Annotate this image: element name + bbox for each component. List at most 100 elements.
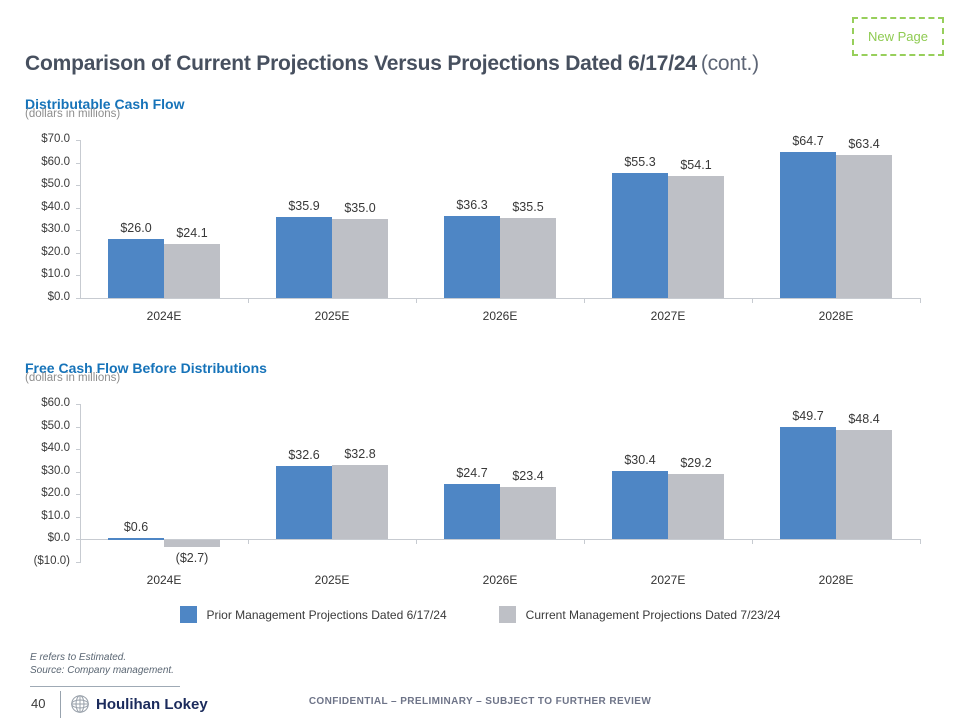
y-tick-label: $0.0 bbox=[47, 291, 70, 303]
bar bbox=[836, 154, 892, 298]
bar-chart-free-cash-flow: $60.0 $50.0 $40.0 $30.0 $20.0 $10.0 $0.0 ($10.0… bbox=[25, 397, 925, 598]
y-tick-label: $60.0 bbox=[41, 155, 70, 168]
bar-value-label: $63.4 bbox=[848, 136, 880, 151]
y-tick-label: $30.0 bbox=[41, 464, 70, 477]
chart-title-distributable-cash-flow: Distributable Cash Flow bbox=[25, 95, 185, 112]
bar bbox=[164, 243, 220, 298]
x-axis-tick bbox=[920, 539, 921, 545]
x-axis-tick bbox=[584, 539, 585, 545]
y-tick-label: $20.0 bbox=[41, 245, 70, 258]
y-tick-mark bbox=[76, 539, 81, 541]
bar-value-label: $48.4 bbox=[848, 412, 880, 427]
footnote-estimated: E refers to Estimated. bbox=[30, 652, 127, 663]
y-tick-label: $10.0 bbox=[41, 268, 70, 281]
bar bbox=[836, 430, 892, 540]
bar bbox=[612, 173, 668, 298]
y-tick-label: $40.0 bbox=[41, 442, 70, 455]
brand-name: Houlihan Lokey bbox=[96, 695, 208, 713]
y-tick-mark bbox=[76, 275, 81, 277]
bar bbox=[332, 219, 388, 298]
chart-title-free-cash-flow: Free Cash Flow Before Distributions bbox=[25, 359, 267, 376]
bar-value-label: $30.4 bbox=[624, 452, 656, 467]
bar-value-label: $49.7 bbox=[792, 409, 824, 424]
y-tick-label: ($10.0) bbox=[33, 555, 70, 567]
new-page-badge: New Page bbox=[852, 17, 944, 56]
legend-item-prior: Prior Management Projections Dated 6/17/… bbox=[179, 606, 447, 623]
bar bbox=[444, 483, 500, 540]
legend-swatch-gray bbox=[498, 606, 516, 623]
x-axis-tick bbox=[248, 539, 249, 545]
y-tick-mark bbox=[76, 516, 81, 518]
bar-value-label: $35.0 bbox=[344, 201, 376, 215]
x-axis-tick bbox=[416, 539, 417, 545]
legend-swatch-blue bbox=[179, 606, 197, 623]
x-axis-line bbox=[80, 298, 920, 299]
globe-icon bbox=[70, 694, 90, 714]
y-tick-mark bbox=[76, 207, 81, 209]
legend-label: Current Management Projections Dated 7/2… bbox=[525, 607, 781, 622]
y-tick-label: $20.0 bbox=[41, 487, 70, 500]
bar-value-label: $36.3 bbox=[456, 198, 488, 213]
bar bbox=[500, 486, 556, 540]
bar-value-label: $32.8 bbox=[344, 447, 376, 462]
page-title: Comparison of Current Projections Versus… bbox=[25, 52, 759, 76]
x-category-label: 2027E bbox=[650, 573, 686, 587]
footer-divider-line bbox=[30, 686, 180, 687]
bar bbox=[444, 216, 500, 298]
y-tick-mark bbox=[76, 494, 81, 496]
bar bbox=[612, 470, 668, 540]
bar-value-label: $23.4 bbox=[512, 468, 544, 483]
bar-value-label: $24.1 bbox=[176, 225, 208, 240]
bar bbox=[108, 538, 164, 541]
y-axis-line bbox=[80, 404, 81, 562]
y-tick-mark bbox=[76, 298, 81, 299]
confidentiality-notice: CONFIDENTIAL – PRELIMINARY – SUBJECT TO … bbox=[308, 696, 652, 707]
footnote-source: Source: Company management. bbox=[30, 665, 174, 676]
bar bbox=[164, 540, 220, 547]
x-axis-tick bbox=[752, 539, 753, 545]
x-category-label: 2024E bbox=[146, 309, 182, 323]
bar-value-label: $32.6 bbox=[288, 447, 320, 462]
y-tick-label: $60.0 bbox=[41, 397, 70, 409]
bar-value-label: $0.6 bbox=[123, 520, 149, 535]
x-axis-tick bbox=[248, 298, 249, 303]
y-tick-label: $50.0 bbox=[41, 419, 70, 432]
footnotes: E refers to Estimated. Source: Company m… bbox=[30, 651, 174, 677]
x-category-label: 2025E bbox=[314, 573, 350, 587]
bar bbox=[780, 427, 836, 540]
x-category-label: 2025E bbox=[314, 309, 350, 323]
bar-value-label: $26.0 bbox=[120, 221, 152, 236]
y-tick-mark bbox=[76, 230, 81, 232]
y-axis-line bbox=[80, 140, 81, 298]
bar bbox=[668, 175, 724, 298]
bar-value-label: $35.9 bbox=[288, 198, 320, 213]
x-category-label: 2028E bbox=[818, 309, 854, 323]
page-title-suffix: (cont.) bbox=[700, 52, 759, 76]
page-title-main: Comparison of Current Projections Versus… bbox=[25, 52, 697, 76]
legend-label: Prior Management Projections Dated 6/17/… bbox=[206, 607, 447, 622]
footer-vertical-divider bbox=[60, 691, 61, 718]
y-tick-mark bbox=[76, 471, 81, 473]
x-axis-tick bbox=[584, 298, 585, 303]
y-tick-mark bbox=[76, 162, 81, 164]
y-tick-label: $0.0 bbox=[47, 532, 70, 545]
bar-value-label: ($2.7) bbox=[175, 550, 209, 565]
x-axis-line bbox=[80, 539, 920, 541]
bar bbox=[276, 465, 332, 540]
y-tick-mark bbox=[76, 449, 81, 451]
bar-value-label: $29.2 bbox=[680, 455, 712, 470]
chart-legend: Prior Management Projections Dated 6/17/… bbox=[0, 606, 960, 623]
x-axis-tick bbox=[752, 298, 753, 303]
y-tick-mark bbox=[76, 252, 81, 254]
bar bbox=[500, 217, 556, 298]
x-axis-tick bbox=[416, 298, 417, 303]
bar bbox=[668, 473, 724, 540]
y-tick-label: $30.0 bbox=[41, 223, 70, 236]
y-tick-label: $40.0 bbox=[41, 200, 70, 213]
y-tick-label: $70.0 bbox=[41, 133, 70, 145]
x-category-label: 2026E bbox=[482, 309, 518, 323]
x-category-label: 2026E bbox=[482, 573, 518, 587]
y-tick-mark bbox=[76, 140, 81, 141]
page-number: 40 bbox=[31, 696, 46, 711]
